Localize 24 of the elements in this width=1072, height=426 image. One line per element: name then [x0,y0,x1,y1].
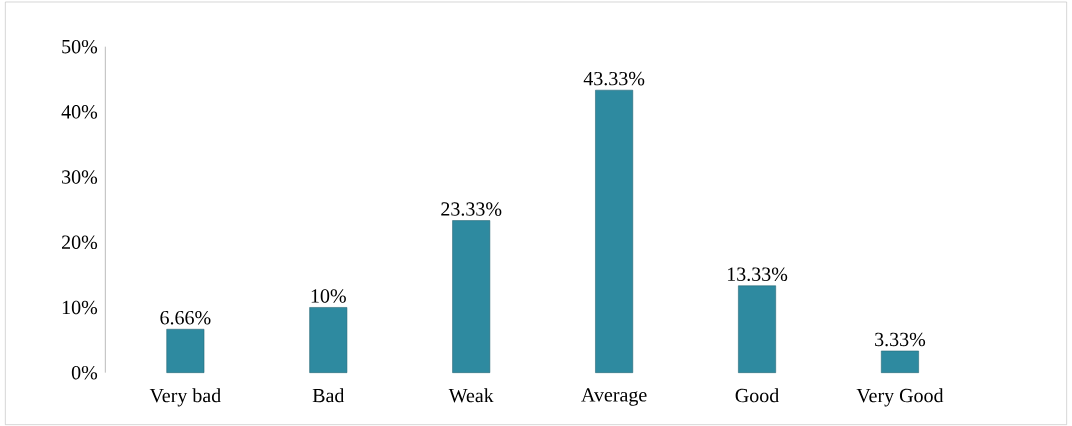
bar [595,89,634,373]
x-tick-label: Weak [448,388,494,403]
data-label: 43.33% [583,71,645,86]
y-tick-label: 10% [62,300,98,315]
y-tick-label: 20% [62,235,98,250]
bar [309,307,348,373]
y-tick-label: 0% [71,365,98,380]
bar [881,350,919,373]
data-label: 10% [311,289,346,303]
x-tick-label: Bad [312,388,345,403]
bar [452,220,491,373]
data-label: 13.33% [727,267,788,282]
bar [166,328,205,373]
x-tick-label: Very bad [149,388,221,407]
x-tick-label: Very Good [856,388,944,407]
y-tick-label: 40% [61,105,98,119]
x-tick-label: Good [735,388,779,403]
data-label: 23.33% [441,202,502,216]
y-tick-label: 30% [62,170,98,184]
y-tick-label: 50% [62,39,98,54]
data-label: 6.66% [160,310,211,325]
data-label: 3.33% [875,332,926,347]
x-tick-label: Average [581,388,647,406]
bar [738,285,776,373]
